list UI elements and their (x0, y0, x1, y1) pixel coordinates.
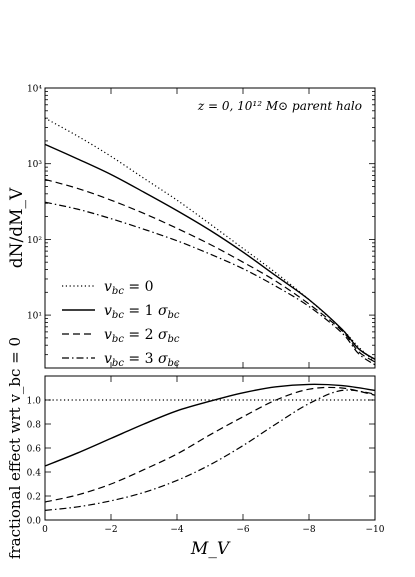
top-series-line-3 (44, 178, 376, 363)
bottom-panel: 0.0 0.2 0.4 0.6 0.8 1.0 0 −2 −4 −6 −8 −10 M_V fract… (6, 337, 385, 559)
legend: vbc = 0 vbc = 1 σbc vbc = 2 σbc vbc = 3 σbc (62, 279, 180, 369)
bottom-xtick-label: −6 (236, 525, 250, 535)
legend-label-4: vbc = 3 σbc (104, 351, 180, 369)
bottom-xtick-label: −2 (104, 525, 117, 535)
top-series-line-4 (44, 201, 376, 366)
bottom-ytick-label: 0.0 (27, 517, 42, 527)
bottom-ytick-label: 0.4 (27, 469, 42, 479)
top-ytick-label: 10³ (27, 160, 42, 170)
bottom-xtick-label: 0 (42, 525, 48, 535)
bottom-series-lines (44, 383, 376, 511)
bottom-ytick-label: 0.8 (27, 421, 42, 431)
bottom-ytick-label: 1.0 (27, 397, 42, 407)
x-axis-label: M_V (190, 539, 231, 559)
bottom-plot-frame (44, 375, 376, 521)
bottom-xtick-label: −10 (366, 525, 385, 535)
bottom-series-line-3 (44, 386, 376, 503)
top-annotation: z = 0, 10¹² M⊙ parent halo (197, 99, 362, 113)
legend-label-2: vbc = 1 σbc (104, 303, 180, 321)
legend-label-1: vbc = 0 (104, 279, 153, 297)
bottom-series-line-4 (44, 389, 376, 511)
top-ylabel: dN/dM_V (7, 187, 27, 268)
bottom-ylabel: fractional effect wrt v_bc = 0 (6, 337, 24, 559)
bottom-xtick-label: −8 (302, 525, 316, 535)
top-ytick-label: 10² (27, 236, 42, 246)
bottom-ytick-label: 0.6 (27, 445, 42, 455)
top-plot-frame (44, 87, 376, 369)
bottom-series-line-2 (44, 383, 376, 467)
bottom-xtick-label: −4 (170, 525, 184, 535)
top-series-lines (44, 117, 376, 366)
top-ytick-label: 10¹ (27, 312, 42, 322)
bottom-ytick-label: 0.2 (27, 493, 41, 503)
legend-label-3: vbc = 2 σbc (104, 327, 180, 345)
top-series-line-1 (44, 117, 376, 363)
top-series-line-2 (44, 143, 376, 360)
top-ytick-label: 10⁴ (27, 85, 42, 95)
